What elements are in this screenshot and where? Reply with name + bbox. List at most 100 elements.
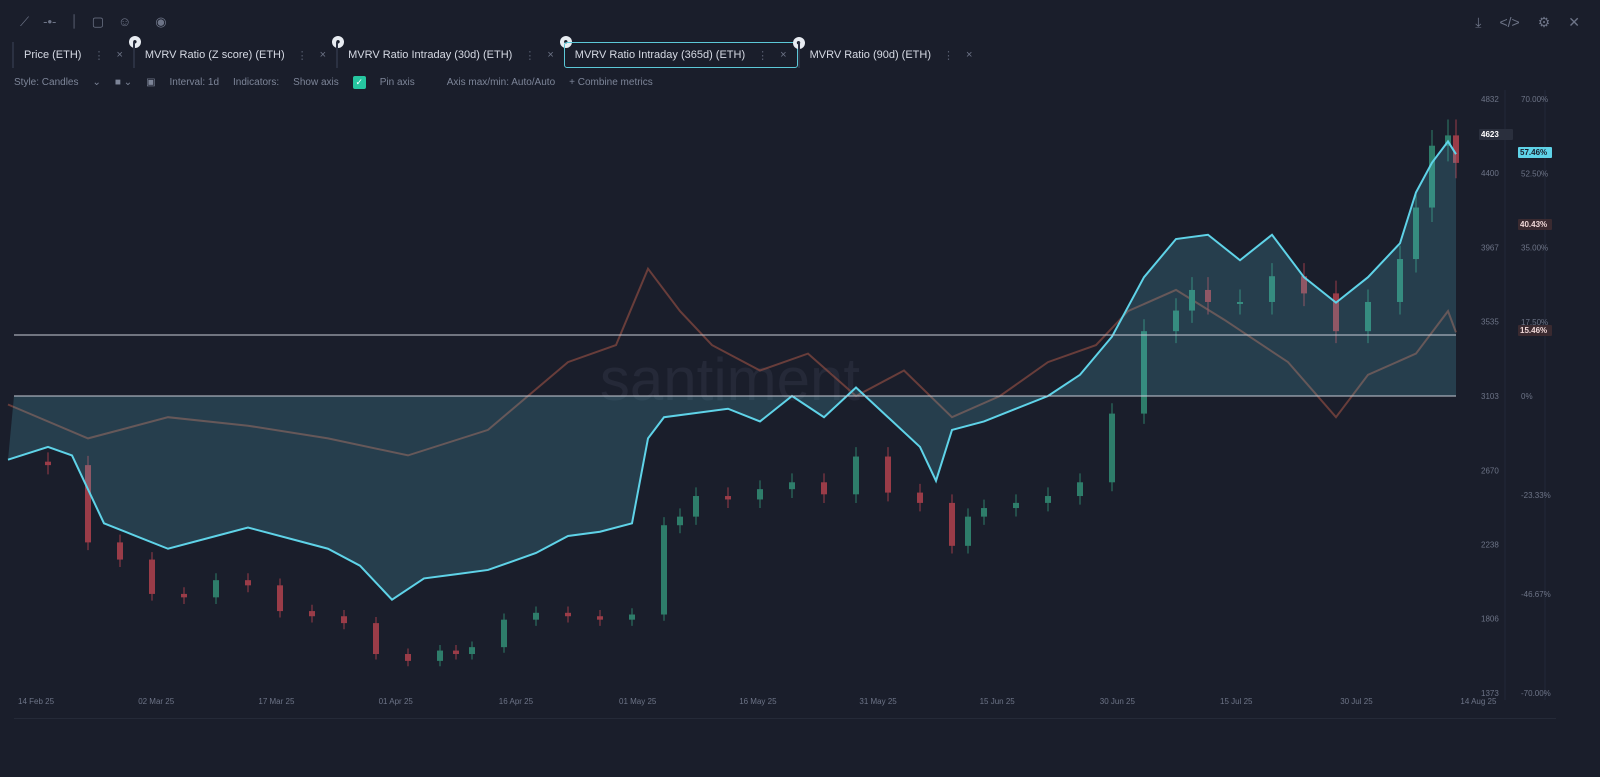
price-tick: 1806	[1481, 615, 1499, 624]
candle	[245, 580, 251, 586]
x-tick: 15 Jul 25	[1220, 697, 1253, 706]
show-axis-label: Show axis	[293, 77, 339, 88]
candle	[853, 456, 859, 495]
tab-mvrv-zscore[interactable]: MVRV Ratio (Z score) (ETH) ⋮ × ●	[132, 36, 345, 68]
candle	[1077, 482, 1083, 497]
drag-handle-icon[interactable]: ⋮	[296, 49, 308, 62]
close-icon[interactable]: ×	[116, 49, 123, 61]
pct-tick: 17.50%	[1521, 318, 1548, 327]
watermark: santiment	[600, 346, 860, 413]
show-axis-checkbox[interactable]: ✓	[352, 76, 366, 89]
candle	[885, 456, 891, 493]
note-icon[interactable]: ▢	[91, 14, 104, 29]
candle	[917, 492, 923, 503]
embed-code-icon[interactable]: </>	[1499, 14, 1520, 30]
candle	[1269, 276, 1275, 302]
close-icon[interactable]: ×	[319, 49, 327, 61]
candle	[597, 616, 603, 620]
candle	[501, 619, 507, 648]
candle	[1413, 207, 1419, 260]
x-tick: 14 Feb 25	[18, 697, 55, 706]
candle	[149, 559, 155, 594]
price-last-label: 4623	[1481, 130, 1499, 139]
color-select[interactable]: ■ ⌄	[114, 77, 133, 88]
candle	[453, 650, 459, 655]
drag-handle-icon[interactable]: ⋮	[757, 49, 769, 62]
calendar-icon: ▣	[146, 77, 156, 88]
candle	[1109, 413, 1115, 483]
candle	[277, 585, 283, 612]
pct-tick: -23.33%	[1521, 491, 1551, 500]
price-tick: 3103	[1481, 392, 1499, 401]
x-tick: 30 Jun 25	[1100, 697, 1136, 706]
tab-mvrv-90d[interactable]: MVRV Ratio (90d) (ETH) ⋮ ×	[797, 42, 983, 68]
price-tick: 4400	[1481, 169, 1499, 178]
style-select[interactable]: Style: Candles	[14, 77, 79, 88]
metric-tabs: Price (ETH) ⋮ × ● MVRV Ratio (Z score) (ETH…	[12, 36, 983, 68]
pct-tick: 0%	[1521, 392, 1533, 401]
price-tick: 2238	[1481, 540, 1499, 549]
candle	[181, 593, 187, 598]
indicators-select[interactable]: Indicators:	[233, 77, 280, 88]
candle	[565, 612, 571, 617]
mvrv-365d-label: 57.46%	[1520, 148, 1547, 157]
candle	[341, 616, 347, 624]
tab-mvrv-365d[interactable]: MVRV Ratio Intraday (365d) (ETH) ⋮ × ●	[563, 37, 805, 68]
candle	[1013, 502, 1019, 509]
candle	[405, 654, 411, 661]
drag-handle-icon[interactable]: ⋮	[93, 49, 105, 62]
chevron-down-icon: ⌄	[92, 77, 101, 88]
candle	[1333, 293, 1339, 332]
range-navigator[interactable]	[14, 718, 1556, 748]
candle	[1365, 301, 1371, 332]
settings-icon[interactable]: ⚙	[1537, 14, 1551, 30]
x-tick: 02 Mar 25	[138, 697, 175, 706]
close-icon[interactable]: ×	[780, 49, 787, 61]
axis-maxmin-select[interactable]: Axis max/min: Auto/Auto	[446, 77, 556, 88]
tab-label: MVRV Ratio Intraday (365d) (ETH)	[574, 49, 746, 61]
tab-mvrv-30d[interactable]: MVRV Ratio Intraday (30d) (ETH) ⋮ × ●	[336, 36, 572, 68]
candle	[85, 465, 91, 543]
close-icon[interactable]: ×	[966, 49, 973, 61]
price-tick: 3967	[1481, 244, 1499, 253]
emoji-icon[interactable]: ☺	[117, 14, 132, 29]
price-last-label-bg	[1479, 129, 1513, 140]
pin-axis-toggle[interactable]: Pin axis	[379, 77, 415, 88]
x-tick: 01 May 25	[619, 697, 657, 706]
candle	[469, 647, 475, 655]
tab-label: Price (ETH)	[24, 49, 82, 61]
candle	[533, 612, 539, 620]
vertical-line-icon[interactable]: ⏐	[70, 14, 78, 29]
drag-handle-icon[interactable]: ⋮	[943, 49, 955, 62]
candle	[1141, 331, 1147, 414]
tab-label: MVRV Ratio Intraday (30d) (ETH)	[348, 49, 513, 61]
line-tool-icon[interactable]: ⟋	[20, 14, 30, 29]
drag-handle-icon[interactable]: ⋮	[524, 49, 536, 62]
candle	[725, 496, 731, 500]
price-tick: 4832	[1481, 95, 1499, 104]
x-tick: 15 Jun 25	[980, 697, 1016, 706]
candle	[1397, 259, 1403, 302]
pct-tick: -70.00%	[1521, 689, 1551, 698]
candle	[949, 502, 955, 546]
mvrv-365d-label-bg	[1518, 147, 1552, 158]
candle	[1189, 289, 1195, 311]
candle	[629, 614, 635, 620]
eye-icon[interactable]: ◉	[155, 14, 167, 29]
download-icon[interactable]: ⤓	[1475, 14, 1482, 30]
candle	[437, 650, 443, 661]
horizontal-ray-icon[interactable]: -•-	[43, 14, 57, 29]
x-tick: 16 May 25	[739, 697, 777, 706]
pct-tick: 52.50%	[1521, 169, 1548, 178]
close-icon[interactable]: ✕	[1568, 14, 1580, 30]
mvrv-30d-label: 40.43%	[1520, 220, 1547, 229]
interval-select[interactable]: Interval: 1d	[169, 77, 220, 88]
candle	[965, 516, 971, 546]
close-icon[interactable]: ×	[547, 49, 554, 61]
price-tick: 1373	[1481, 689, 1499, 698]
combine-metrics-button[interactable]: + Combine metrics	[569, 77, 653, 88]
candle	[1453, 135, 1459, 163]
tab-label: MVRV Ratio (90d) (ETH)	[809, 49, 932, 61]
pin-icon[interactable]: ●	[332, 36, 345, 48]
